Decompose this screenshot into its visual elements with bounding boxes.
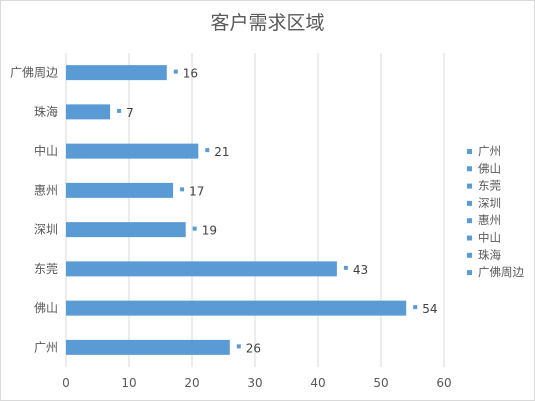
data-label: 17 [189,184,204,198]
data-label: 43 [353,263,368,277]
x-tick-label: 10 [121,376,136,390]
x-tick-label: 20 [184,376,199,390]
legend-marker [467,200,472,206]
data-label-marker [180,187,185,192]
legend-marker [467,183,472,189]
y-category-label: 中山 [34,143,58,158]
bar [66,300,407,316]
data-label: 19 [202,224,217,238]
legend-label: 东莞 [478,179,501,193]
legend-label: 广州 [478,144,501,158]
legend-label: 惠州 [478,213,501,227]
bar [66,182,174,198]
legend-label: 深圳 [478,196,501,210]
data-label: 21 [214,145,229,159]
bar [66,222,186,238]
data-label: 7 [126,106,134,120]
x-tick-label: 0 [62,376,70,390]
y-category-label: 惠州 [34,183,58,197]
bar [66,65,167,81]
chart-title: 客户需求区域 [210,12,325,34]
data-label-marker [413,305,418,310]
data-label: 16 [183,67,198,81]
bar [66,339,230,355]
data-label: 54 [422,302,437,316]
legend-label: 佛山 [478,161,501,175]
bar [66,104,111,120]
y-category-label: 深圳 [34,223,58,237]
x-tick-label: 60 [436,376,451,390]
data-label-marker [173,69,178,74]
legend-label: 广佛周边 [478,265,524,279]
bar [66,261,337,277]
legend-marker [467,235,472,241]
x-tick-label: 30 [247,376,262,390]
legend-marker [467,218,472,224]
y-category-label: 东莞 [34,262,58,276]
legend-label: 中山 [478,231,501,245]
data-label-marker [205,148,210,153]
y-category-label: 广州 [34,340,58,354]
data-label-marker [192,226,197,231]
y-category-label: 广佛周边 [10,66,58,80]
data-label-marker [236,344,241,349]
legend-marker [467,166,472,172]
data-label-marker [343,265,348,270]
legend-marker [467,270,472,276]
y-category-label: 佛山 [34,301,58,315]
bar [66,143,199,159]
data-label: 26 [246,341,261,355]
x-tick-label: 50 [373,376,388,390]
legend-marker [467,252,472,258]
y-category-label: 珠海 [34,104,58,119]
x-tick-label: 40 [310,376,325,390]
legend-marker [467,149,472,154]
data-label-marker [117,108,122,113]
legend-label: 珠海 [478,248,501,262]
